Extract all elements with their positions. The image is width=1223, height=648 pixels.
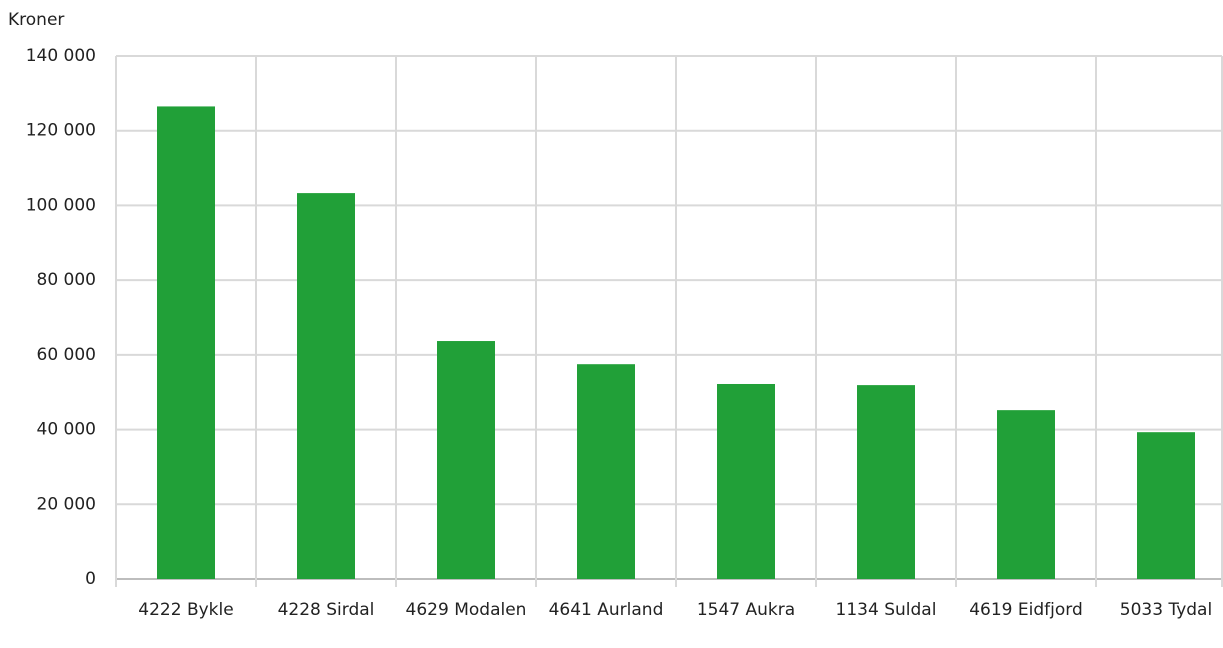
y-tick-label: 140 000 [26,46,96,66]
x-tick-label: 4228 Sirdal [278,600,375,620]
x-tick-label: 5033 Tydal [1120,600,1212,620]
x-tick-label: 4641 Aurland [549,600,664,620]
y-tick-label: 0 [85,569,96,589]
bar [1137,432,1195,579]
bar [437,341,495,579]
x-tick-label: 4629 Modalen [406,600,527,620]
bar [857,385,915,579]
bar [577,364,635,579]
bar [297,193,355,579]
y-tick-label: 20 000 [37,494,96,514]
x-tick-label: 4222 Bykle [138,600,233,620]
bar [717,383,775,579]
y-tick-label: 60 000 [37,345,96,365]
x-tick-label: 4619 Eidfjord [969,600,1083,620]
x-tick-label: 1547 Aukra [697,600,795,620]
bar [157,106,215,580]
x-tick-label: 1134 Suldal [836,600,937,620]
y-tick-label: 40 000 [37,420,96,440]
bar [997,410,1055,579]
y-axis-label: Kroner [8,10,64,30]
y-tick-label: 100 000 [26,195,96,215]
y-tick-label: 120 000 [26,121,96,141]
y-tick-label: 80 000 [37,270,96,290]
